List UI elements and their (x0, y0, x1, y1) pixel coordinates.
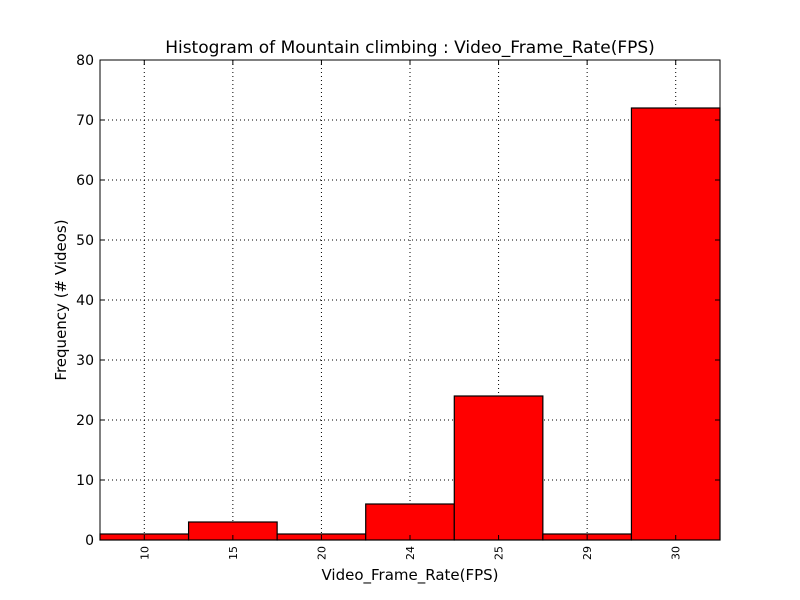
y-tick-label: 70 (76, 113, 94, 129)
bar-25 (453, 395, 544, 541)
x-tick-label: 29 (581, 546, 594, 560)
x-tick-label: 24 (404, 546, 417, 560)
x-tick-label: 25 (493, 546, 506, 560)
x-axis-label: Video_Frame_Rate(FPS) (321, 566, 498, 585)
bar-30 (630, 107, 721, 541)
y-tick-label: 30 (76, 353, 94, 369)
x-tick-label: 20 (315, 546, 328, 560)
y-axis-ticks: 0 10 20 30 40 50 60 70 80 (76, 53, 720, 549)
y-axis-label: Frequency (# Videos) (52, 219, 70, 380)
y-tick-label: 0 (85, 533, 94, 549)
y-tick-label: 50 (76, 233, 94, 249)
y-tick-label: 80 (76, 53, 94, 69)
y-tick-label: 10 (76, 473, 94, 489)
y-tick-label: 40 (76, 293, 94, 309)
bar-24 (365, 503, 455, 541)
x-tick-label: 10 (138, 546, 151, 560)
x-axis-ticks: 10 15 20 24 25 29 30 (138, 60, 683, 560)
x-tick-label: 15 (227, 546, 240, 560)
grid-lines (100, 60, 720, 540)
chart-title: Histogram of Mountain climbing : Video_F… (165, 38, 655, 58)
y-tick-label: 20 (76, 413, 94, 429)
y-tick-label: 60 (76, 173, 94, 189)
x-tick-label: 30 (670, 546, 683, 560)
